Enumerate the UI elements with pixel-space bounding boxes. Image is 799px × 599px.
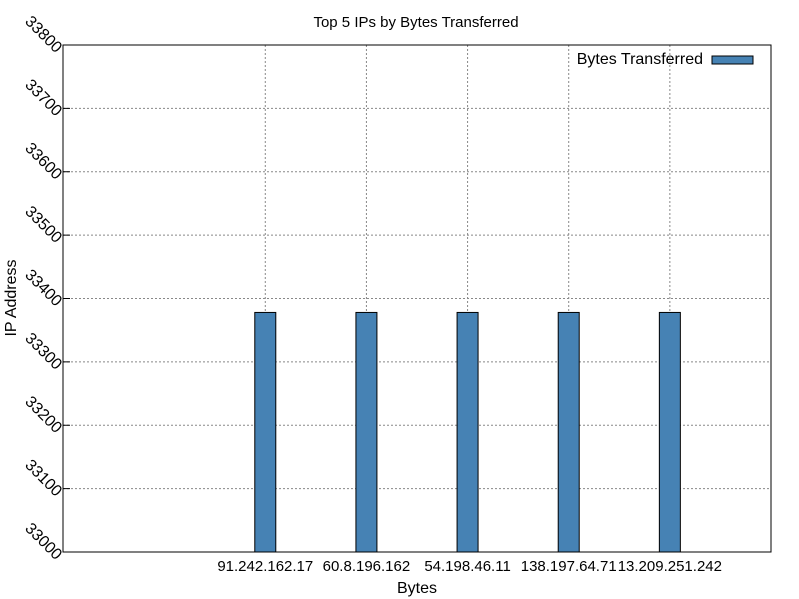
x-tick-label: 91.242.162.17 (217, 558, 313, 575)
y-tick-label: 33100 (21, 457, 65, 501)
y-tick-label: 33500 (21, 203, 65, 247)
y-tick-label: 33700 (21, 76, 65, 120)
x-axis-label: Bytes (397, 580, 437, 597)
bar (355, 311, 378, 553)
y-tick-label: 33200 (21, 393, 65, 437)
bar (658, 311, 681, 553)
y-tick-label: 33400 (21, 267, 65, 311)
y-tick-label: 33300 (21, 330, 65, 374)
legend-swatch (711, 55, 754, 65)
grid-lines (63, 45, 771, 552)
y-axis-label: IP Address (3, 259, 20, 336)
y-tick-label: 33800 (21, 13, 65, 57)
bar (254, 311, 277, 553)
bars (254, 311, 681, 553)
chart-title: Top 5 IPs by Bytes Transferred (313, 14, 518, 31)
x-tick-label: 138.197.64.71 (521, 558, 617, 575)
y-tick-label: 33000 (21, 520, 65, 564)
bar (456, 311, 479, 553)
x-tick-label: 60.8.196.162 (323, 558, 411, 575)
x-tick-label: 13.209.251.242 (618, 558, 722, 575)
legend: Bytes Transferred (577, 51, 754, 68)
x-tick-label: 54.198.46.11 (424, 558, 510, 575)
bar (557, 311, 580, 553)
y-tick-label: 33600 (21, 140, 65, 184)
legend-label: Bytes Transferred (577, 51, 703, 68)
